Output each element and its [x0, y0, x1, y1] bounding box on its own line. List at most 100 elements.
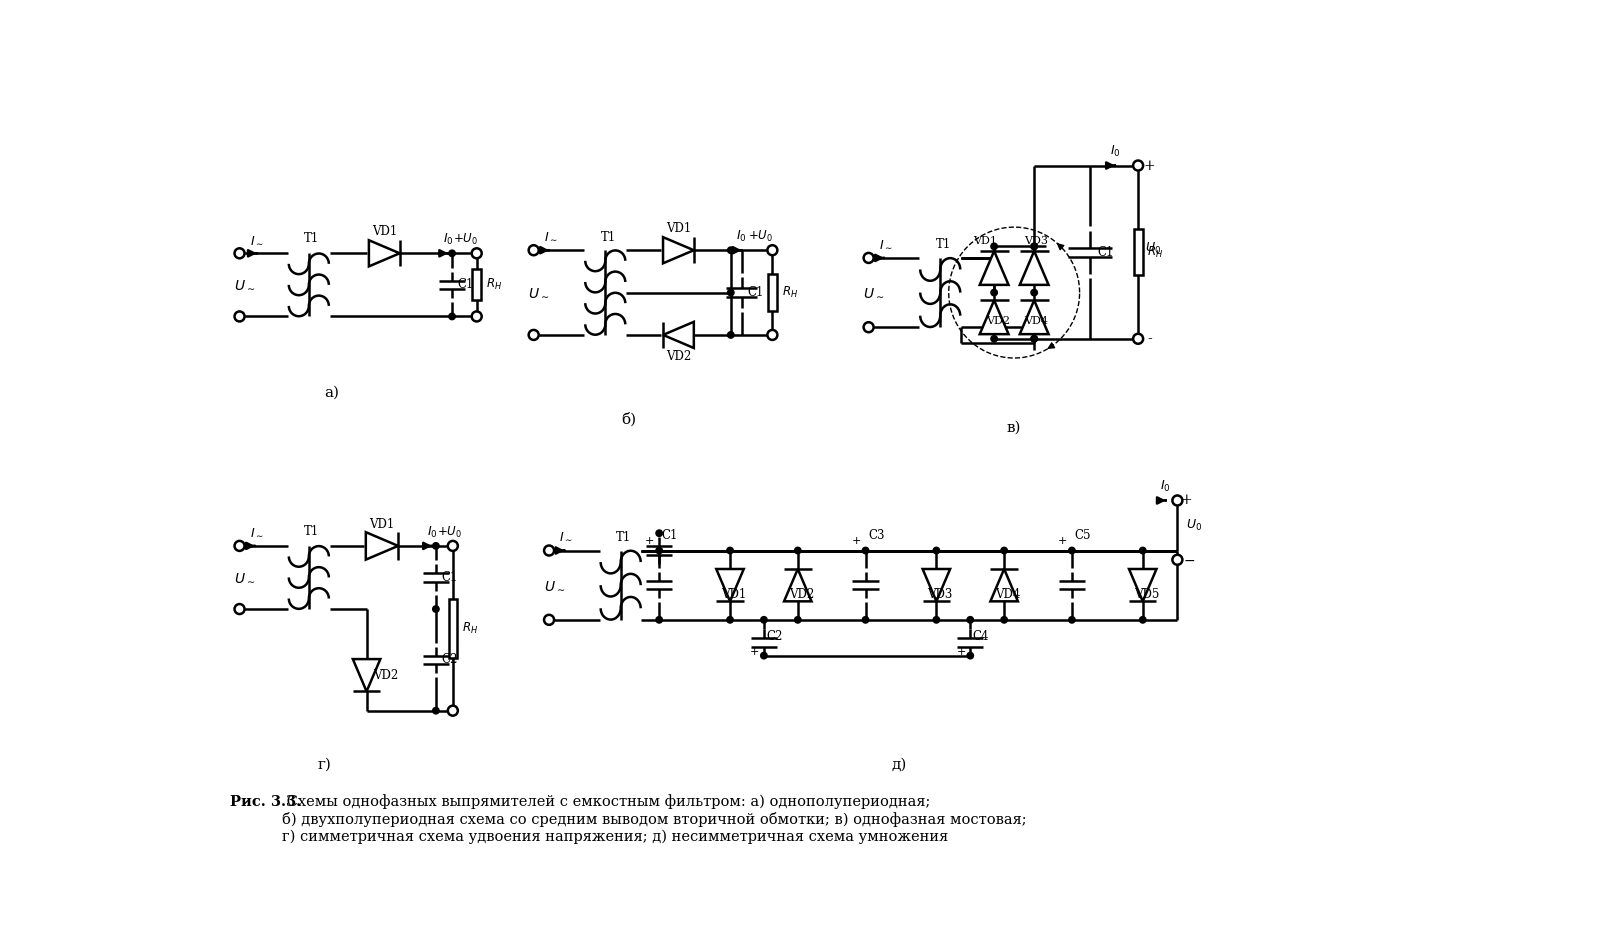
Text: T1: T1 — [304, 232, 319, 245]
Text: C4: C4 — [973, 630, 989, 643]
Text: VD1: VD1 — [372, 225, 397, 239]
Text: $R_H$: $R_H$ — [461, 620, 478, 636]
Circle shape — [1133, 334, 1143, 344]
Bar — [767, 274, 777, 311]
Text: +: + — [1057, 536, 1067, 545]
Text: $+U_0$: $+U_0$ — [453, 232, 479, 247]
Circle shape — [1031, 336, 1038, 342]
Text: $I_0$: $I_0$ — [1161, 479, 1171, 494]
Text: C1: C1 — [442, 571, 458, 584]
Text: $-$: $-$ — [1183, 553, 1195, 567]
Text: $R_H$: $R_H$ — [782, 285, 798, 300]
Circle shape — [1001, 547, 1007, 554]
Text: $U_\sim$: $U_\sim$ — [235, 571, 256, 585]
Circle shape — [991, 336, 997, 342]
Circle shape — [933, 617, 939, 623]
Text: $U_\sim$: $U_\sim$ — [235, 278, 256, 292]
Text: Схемы однофазных выпрямителей с емкостным фильтром: а) однополупериодная;
б) дву: Схемы однофазных выпрямителей с емкостны… — [282, 795, 1026, 844]
Text: $+U_0$: $+U_0$ — [437, 524, 463, 539]
Text: $I_0$: $I_0$ — [444, 232, 453, 247]
Circle shape — [967, 653, 973, 659]
Text: +: + — [1145, 158, 1156, 173]
Text: $I_\sim$: $I_\sim$ — [249, 234, 264, 247]
Text: VD4: VD4 — [996, 587, 1020, 601]
Text: C2: C2 — [766, 630, 784, 643]
Circle shape — [432, 707, 439, 714]
Text: д): д) — [892, 757, 907, 771]
Circle shape — [235, 541, 244, 551]
Text: в): в) — [1007, 421, 1022, 435]
Text: +: + — [646, 536, 654, 545]
Text: VD2: VD2 — [374, 669, 398, 682]
Circle shape — [727, 547, 733, 554]
Text: T1: T1 — [617, 531, 631, 544]
Circle shape — [863, 323, 874, 332]
Polygon shape — [784, 569, 811, 602]
Polygon shape — [664, 322, 695, 348]
Circle shape — [1031, 243, 1038, 250]
Circle shape — [432, 605, 439, 612]
Bar — [1133, 229, 1143, 275]
Circle shape — [863, 253, 874, 263]
Circle shape — [933, 547, 939, 554]
Text: VD2: VD2 — [986, 316, 1010, 326]
Circle shape — [529, 330, 539, 339]
Circle shape — [1133, 160, 1143, 171]
Text: б): б) — [620, 412, 636, 427]
Text: C1: C1 — [748, 286, 764, 299]
Text: VD1: VD1 — [369, 518, 395, 531]
Polygon shape — [1020, 300, 1049, 334]
Text: +: + — [852, 536, 861, 545]
Circle shape — [1140, 547, 1146, 554]
Text: C3: C3 — [868, 529, 884, 541]
Circle shape — [656, 547, 662, 554]
Text: +: + — [1180, 493, 1193, 507]
Circle shape — [235, 604, 244, 614]
Text: а): а) — [324, 386, 340, 400]
Circle shape — [235, 248, 244, 258]
Circle shape — [795, 547, 801, 554]
Text: VD1: VD1 — [720, 587, 746, 601]
Circle shape — [767, 330, 777, 339]
Circle shape — [863, 617, 869, 623]
Text: C1: C1 — [1098, 245, 1114, 258]
Circle shape — [471, 311, 482, 322]
Circle shape — [1172, 495, 1182, 505]
Text: $R_H$: $R_H$ — [1146, 244, 1162, 259]
Circle shape — [1031, 243, 1038, 250]
Circle shape — [727, 332, 733, 339]
Text: +: + — [957, 647, 965, 657]
Text: $R_H$: $R_H$ — [486, 277, 502, 292]
Polygon shape — [366, 532, 398, 559]
Text: C1: C1 — [458, 278, 474, 291]
Circle shape — [1172, 554, 1182, 565]
Polygon shape — [979, 300, 1009, 334]
Polygon shape — [1128, 569, 1156, 602]
Circle shape — [656, 617, 662, 623]
Text: $I_\sim$: $I_\sim$ — [249, 525, 264, 538]
Circle shape — [656, 530, 662, 537]
Text: VD3: VD3 — [1025, 236, 1049, 246]
Circle shape — [767, 245, 777, 256]
Text: $I_\sim$: $I_\sim$ — [879, 238, 892, 251]
Text: $I_0$: $I_0$ — [427, 524, 437, 539]
Circle shape — [544, 545, 554, 555]
Circle shape — [235, 311, 244, 322]
Circle shape — [448, 250, 455, 256]
Circle shape — [544, 615, 554, 625]
Text: VD2: VD2 — [665, 350, 691, 363]
Text: VD2: VD2 — [788, 587, 814, 601]
Text: C1: C1 — [662, 529, 678, 541]
Circle shape — [529, 245, 539, 256]
Circle shape — [991, 290, 997, 296]
Bar — [473, 270, 481, 300]
Circle shape — [1069, 547, 1075, 554]
Text: $I_\sim$: $I_\sim$ — [544, 230, 557, 243]
Circle shape — [1001, 617, 1007, 623]
Polygon shape — [716, 569, 743, 602]
Polygon shape — [979, 251, 1009, 285]
Text: T1: T1 — [304, 524, 319, 538]
Circle shape — [1140, 617, 1146, 623]
Circle shape — [727, 290, 733, 296]
Circle shape — [967, 617, 973, 623]
